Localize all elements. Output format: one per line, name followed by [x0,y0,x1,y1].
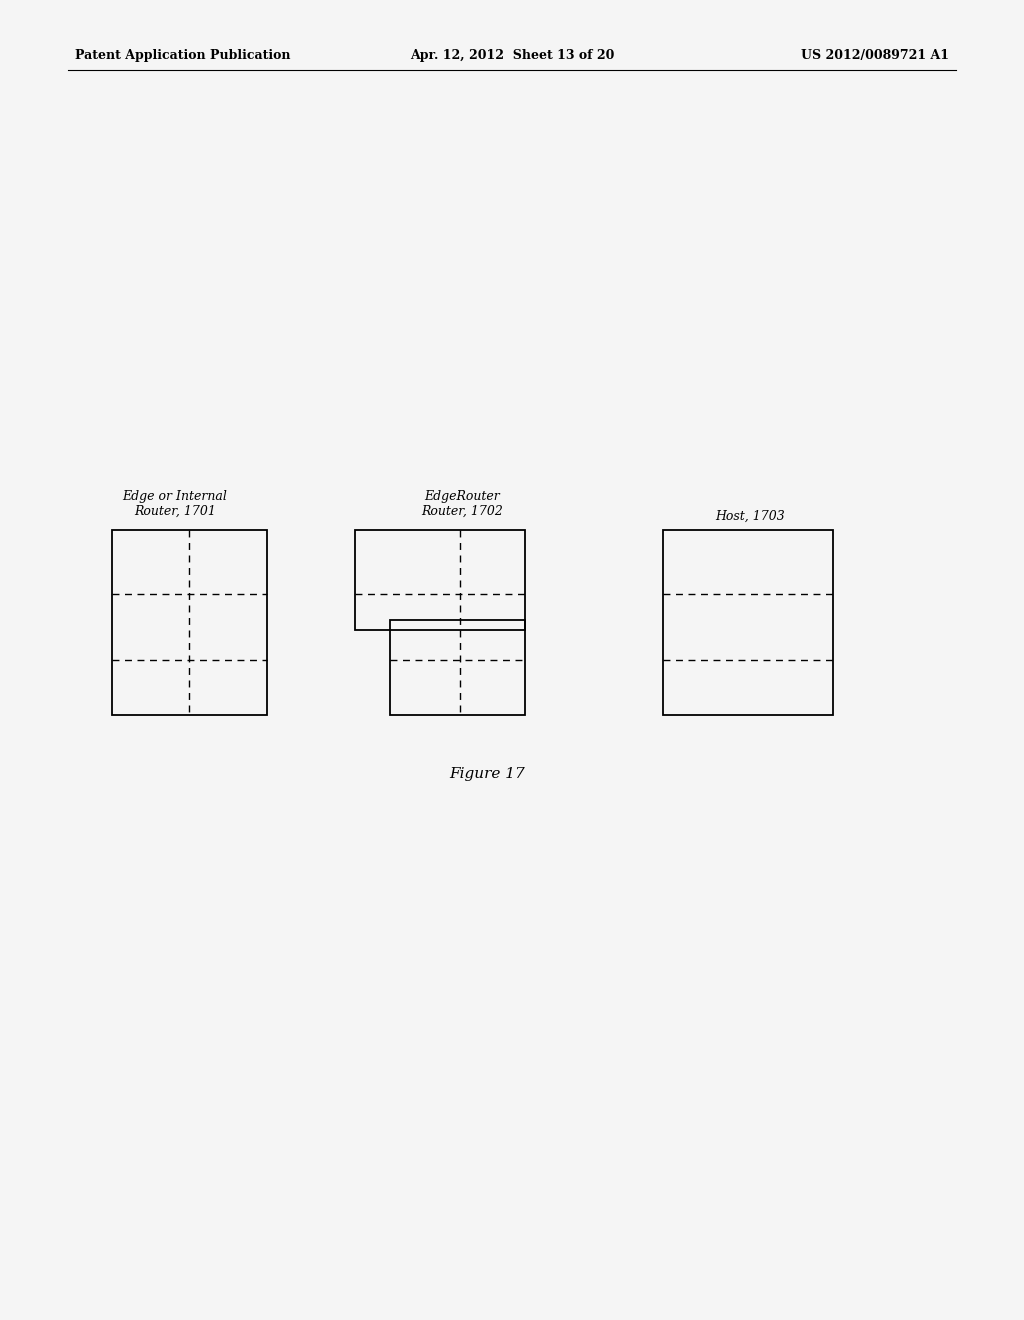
Text: Host, 1703: Host, 1703 [715,510,784,523]
Bar [355,531,525,630]
Bar [112,531,267,715]
Text: Figure 17: Figure 17 [450,767,525,781]
Bar [663,531,833,715]
Text: US 2012/0089721 A1: US 2012/0089721 A1 [801,49,949,62]
Text: Apr. 12, 2012  Sheet 13 of 20: Apr. 12, 2012 Sheet 13 of 20 [410,49,614,62]
Text: Edge or Internal
Router, 1701: Edge or Internal Router, 1701 [123,490,227,517]
Bar [390,620,525,715]
Text: EdgeRouter
Router, 1702: EdgeRouter Router, 1702 [421,490,503,517]
Text: Patent Application Publication: Patent Application Publication [75,49,291,62]
